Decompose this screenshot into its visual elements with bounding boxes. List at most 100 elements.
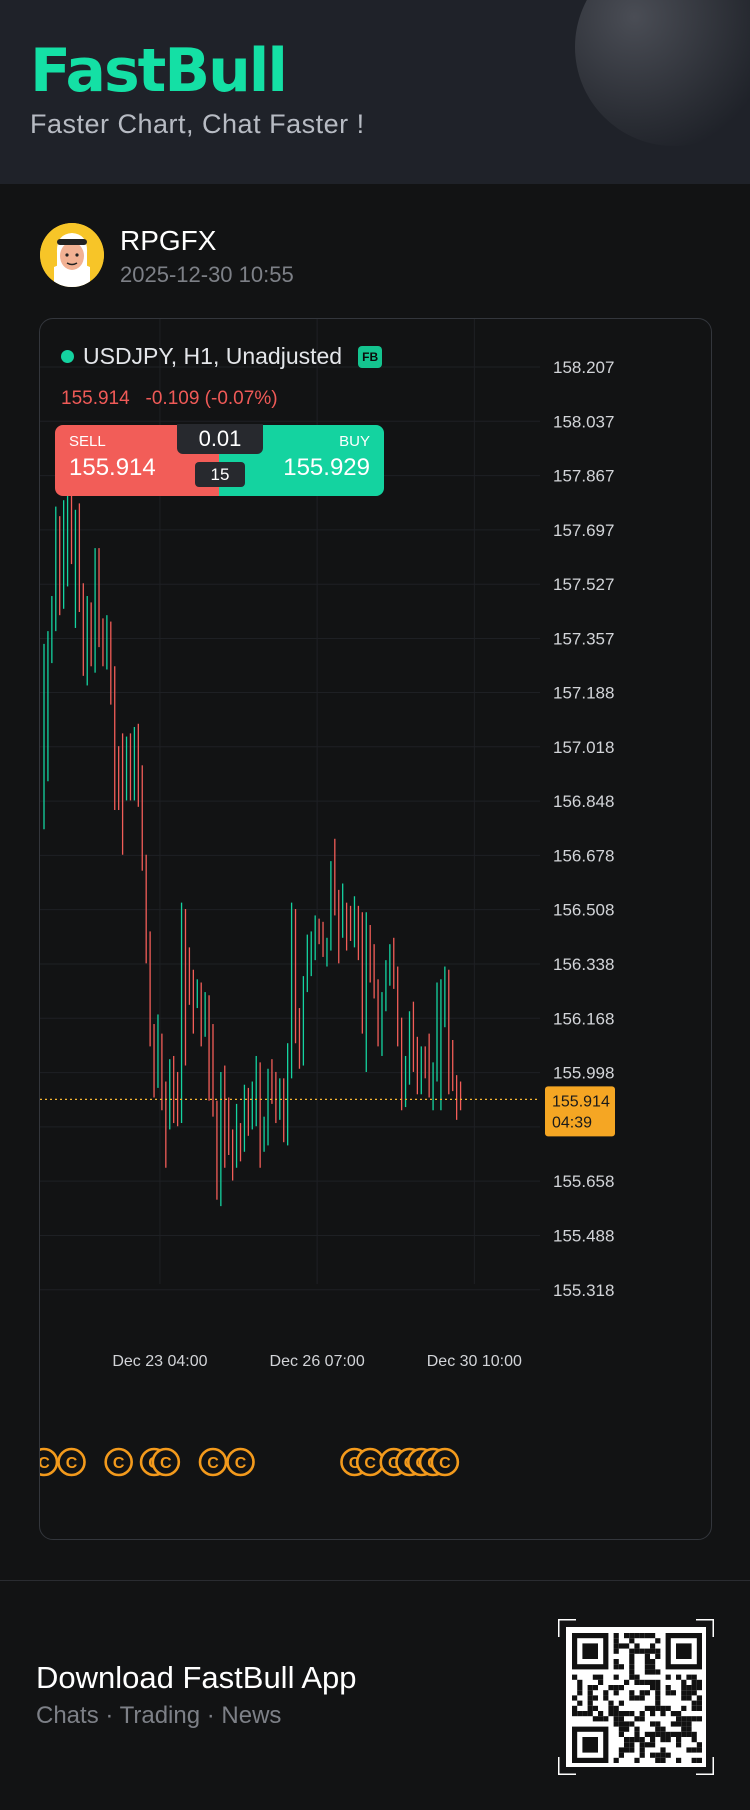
qr-module: [624, 1747, 630, 1753]
y-tick-label: 157.188: [553, 683, 614, 702]
qr-module: [629, 1690, 635, 1696]
qr-module: [629, 1638, 635, 1644]
qr-module: [665, 1737, 671, 1743]
y-tick-label: 156.848: [553, 792, 614, 811]
qr-module: [696, 1747, 702, 1753]
qr-code-image: [556, 1617, 716, 1777]
qr-module: [592, 1674, 598, 1680]
qr-module: [676, 1757, 682, 1763]
user-avatar[interactable]: [40, 223, 104, 287]
qr-module: [650, 1711, 656, 1717]
qr-module: [660, 1726, 666, 1732]
qr-module: [624, 1679, 630, 1685]
username[interactable]: RPGFX: [120, 225, 217, 256]
qr-module: [587, 1685, 593, 1691]
buy-button[interactable]: BUY 155.929: [219, 425, 384, 496]
qr-module: [681, 1685, 687, 1691]
qr-module: [681, 1695, 687, 1701]
y-tick-label: 158.037: [553, 412, 614, 431]
qr-module: [629, 1695, 635, 1701]
qr-module: [618, 1700, 624, 1706]
qr-module: [639, 1695, 645, 1701]
download-title[interactable]: Download FastBull App: [36, 1660, 357, 1695]
event-marker-label: C: [160, 1455, 172, 1472]
event-marker-label: C: [235, 1455, 247, 1472]
qr-module: [655, 1757, 661, 1763]
qr-module: [634, 1633, 640, 1639]
event-marker-label: C: [207, 1455, 219, 1472]
qr-module: [629, 1742, 635, 1748]
event-marker-label: C: [364, 1455, 376, 1472]
qr-module: [644, 1731, 650, 1737]
qr-module: [639, 1747, 645, 1753]
qr-finder-core: [582, 1643, 598, 1659]
qr-module: [618, 1747, 624, 1753]
candlestick-chart[interactable]: 158.207 158.037 157.867 157.697 157.527 157.3…: [40, 319, 711, 1539]
event-marker-icon: [40, 1447, 59, 1477]
qr-module: [676, 1716, 682, 1722]
qr-module: [618, 1731, 624, 1737]
qr-module: [634, 1679, 640, 1685]
qr-module: [613, 1648, 619, 1654]
qr-module: [691, 1757, 697, 1763]
qr-module: [660, 1711, 666, 1717]
qr-module: [624, 1643, 630, 1649]
qr-module: [650, 1643, 656, 1649]
qr-module: [691, 1690, 697, 1696]
decorative-orb: [575, 0, 750, 146]
qr-module: [629, 1648, 635, 1654]
qr-module: [639, 1737, 645, 1743]
lot-size-input[interactable]: 0.01: [177, 424, 263, 454]
qr-code[interactable]: [556, 1617, 716, 1777]
qr-module: [644, 1659, 650, 1665]
qr-module: [650, 1633, 656, 1639]
current-price-value: 155.914: [552, 1093, 610, 1110]
y-tick-label: 157.697: [553, 521, 614, 540]
market-status-dot: [61, 350, 74, 363]
chart-card[interactable]: 158.207 158.037 157.867 157.697 157.527 157.3…: [39, 318, 712, 1540]
qr-module: [624, 1711, 630, 1717]
qr-module: [696, 1695, 702, 1701]
qr-module: [650, 1664, 656, 1670]
qr-module: [592, 1695, 598, 1701]
qr-module: [650, 1721, 656, 1727]
qr-module: [650, 1659, 656, 1665]
qr-module: [603, 1690, 609, 1696]
qr-module: [629, 1669, 635, 1675]
qr-module: [691, 1674, 697, 1680]
qr-module: [634, 1726, 640, 1732]
qr-module: [577, 1700, 583, 1706]
y-tick-label: 156.508: [553, 901, 614, 920]
qr-module: [681, 1716, 687, 1722]
symbol-label[interactable]: USDJPY, H1, Unadjusted: [83, 343, 343, 369]
qr-module: [650, 1752, 656, 1758]
buy-price: 155.929: [283, 454, 370, 481]
qr-module: [592, 1705, 598, 1711]
qr-module: [608, 1685, 614, 1691]
qr-module: [644, 1742, 650, 1748]
qr-module: [613, 1638, 619, 1644]
qr-module: [670, 1711, 676, 1717]
qr-module: [598, 1716, 604, 1722]
qr-module: [639, 1752, 645, 1758]
event-marker-icon: [104, 1447, 133, 1477]
qr-module: [676, 1711, 682, 1717]
qr-module: [613, 1711, 619, 1717]
qr-module: [629, 1721, 635, 1727]
y-tick-label: 157.867: [553, 467, 614, 486]
qr-module: [634, 1716, 640, 1722]
buy-label: BUY: [339, 433, 370, 450]
qr-module: [577, 1690, 583, 1696]
qr-module: [655, 1721, 661, 1727]
qr-module: [665, 1731, 671, 1737]
qr-module: [572, 1711, 578, 1717]
qr-module: [624, 1721, 630, 1727]
qr-module: [655, 1752, 661, 1758]
qr-module: [592, 1685, 598, 1691]
qr-module: [644, 1653, 650, 1659]
qr-module: [686, 1674, 692, 1680]
qr-module: [613, 1716, 619, 1722]
qr-module: [613, 1690, 619, 1696]
qr-module: [644, 1679, 650, 1685]
qr-module: [644, 1648, 650, 1654]
